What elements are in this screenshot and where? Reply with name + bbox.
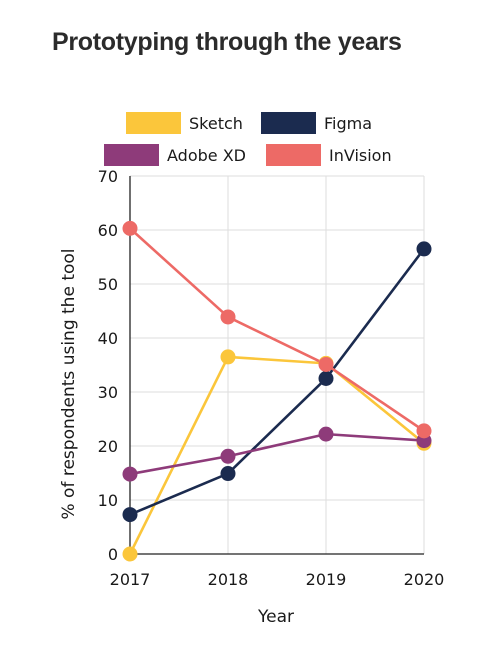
data-point-figma xyxy=(416,241,432,257)
legend: Sketch Figma Adobe XD InVision xyxy=(104,112,392,166)
data-point-sketch xyxy=(220,349,236,365)
data-point-sketch xyxy=(122,546,138,562)
data-point-invision xyxy=(318,356,334,372)
data-point-adobe-xd xyxy=(122,466,138,482)
legend-swatch-sketch xyxy=(126,112,181,134)
x-tick-label: 2020 xyxy=(404,570,445,589)
data-point-adobe-xd xyxy=(220,448,236,464)
y-tick-label: 50 xyxy=(98,275,118,294)
legend-swatch-adobe-xd xyxy=(104,144,159,166)
data-point-invision xyxy=(122,220,138,236)
series-adobe-xd xyxy=(129,432,425,476)
axes: 0 10 20 30 40 50 60 70 2017 2018 2019 2020 xyxy=(98,167,445,589)
y-tick-label: 30 xyxy=(98,383,118,402)
legend-label-figma: Figma xyxy=(324,114,372,133)
series-line-sketch xyxy=(128,355,425,555)
series-line-figma xyxy=(129,248,426,516)
y-tick-label: 10 xyxy=(98,491,118,510)
data-point-figma xyxy=(220,466,236,482)
series-figma xyxy=(129,248,426,516)
y-tick-label: 60 xyxy=(98,221,118,240)
data-point-figma xyxy=(318,371,334,386)
legend-label-adobe-xd: Adobe XD xyxy=(167,146,246,165)
y-tick-label: 0 xyxy=(108,545,118,564)
series-invision xyxy=(129,227,425,432)
data-point-figma xyxy=(122,507,138,523)
legend-swatch-figma xyxy=(261,112,316,134)
x-tick-label: 2017 xyxy=(110,570,151,589)
y-axis-label: % of respondents using the tool xyxy=(59,248,79,519)
y-tick-label: 40 xyxy=(98,329,118,348)
series-sketch xyxy=(128,355,425,555)
x-axis-label: Year xyxy=(257,607,294,627)
data-point-adobe-xd xyxy=(318,426,334,442)
series-lines xyxy=(122,220,432,562)
series-line-invision xyxy=(129,227,425,432)
x-tick-label: 2018 xyxy=(208,570,249,589)
legend-swatch-invision xyxy=(266,144,321,166)
data-point-invision xyxy=(416,423,432,439)
x-tick-label: 2019 xyxy=(306,570,347,589)
y-tick-label: 20 xyxy=(98,437,118,456)
series-line-adobe-xd xyxy=(129,432,425,476)
chart-title: Prototyping through the years xyxy=(52,28,402,56)
data-point-invision xyxy=(220,309,236,325)
y-tick-label: 70 xyxy=(98,167,118,186)
legend-label-sketch: Sketch xyxy=(189,114,243,133)
legend-label-invision: InVision xyxy=(329,146,392,165)
